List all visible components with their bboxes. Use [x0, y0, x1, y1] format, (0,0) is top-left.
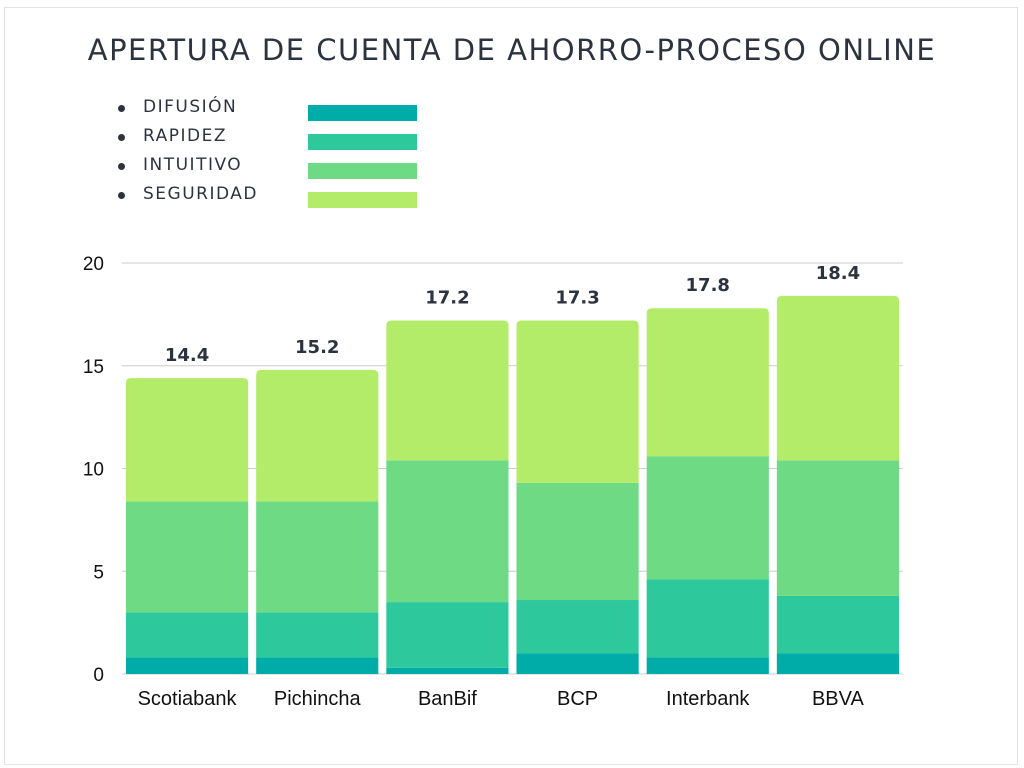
- bar-segment: [126, 657, 249, 674]
- legend-swatch: [308, 134, 417, 150]
- y-tick-label: 5: [93, 562, 104, 583]
- bar-segment: [386, 667, 509, 674]
- bar-segment: [516, 320, 639, 483]
- x-category-label: BanBif: [418, 688, 477, 710]
- bar-segment: [516, 482, 639, 601]
- y-tick-label: 10: [83, 460, 104, 481]
- legend-item-difusion: DIFUSIÓN: [118, 95, 428, 124]
- legend-swatch: [308, 192, 417, 208]
- bullet-icon: [118, 134, 125, 141]
- x-category-label: BBVA: [812, 688, 865, 710]
- bar-segment: [386, 602, 509, 668]
- chart-title: APERTURA DE CUENTA DE AHORRO-PROCESO ONL…: [87, 33, 937, 67]
- legend-item-rapidez: RAPIDEZ: [118, 124, 428, 153]
- bar-segment: [256, 612, 379, 658]
- bar-segment: [516, 653, 639, 674]
- legend: DIFUSIÓN RAPIDEZ INTUITIVO SEGURIDAD: [118, 95, 428, 211]
- x-category-label: Pichincha: [274, 688, 362, 710]
- bar-segment: [646, 308, 769, 457]
- bullet-icon: [118, 163, 125, 170]
- legend-item-intuitivo: INTUITIVO: [118, 153, 428, 182]
- bar-segment: [256, 369, 379, 502]
- bar-segment: [776, 595, 899, 654]
- bar-segment: [776, 460, 899, 596]
- bar-segment: [516, 600, 639, 654]
- bar-segment: [646, 579, 769, 658]
- y-tick-label: 20: [83, 254, 104, 275]
- legend-label: DIFUSIÓN: [143, 97, 238, 117]
- bullet-icon: [118, 192, 125, 199]
- bullet-icon: [118, 105, 125, 112]
- bar-total-label: 18.4: [816, 263, 860, 284]
- bar-total-label: 17.3: [555, 288, 599, 309]
- bar-segment: [386, 460, 509, 603]
- bar-segment: [646, 456, 769, 580]
- y-tick-label: 15: [83, 357, 104, 378]
- legend-label: RAPIDEZ: [143, 126, 227, 146]
- legend-label: INTUITIVO: [143, 155, 243, 175]
- bar-segment: [126, 612, 249, 658]
- bar-total-label: 15.2: [295, 337, 339, 358]
- bar-segment: [126, 501, 249, 613]
- bar-segment: [256, 657, 379, 674]
- legend-item-seguridad: SEGURIDAD: [118, 182, 428, 211]
- bar-segment: [256, 501, 379, 613]
- bar-segment: [776, 653, 899, 674]
- y-tick-label: 0: [93, 665, 104, 686]
- bar-segment: [776, 295, 899, 461]
- bar-segment: [646, 657, 769, 674]
- bar-total-label: 17.2: [425, 288, 469, 309]
- x-category-label: Scotiabank: [138, 688, 238, 710]
- bar-total-label: 17.8: [686, 275, 730, 296]
- legend-label: SEGURIDAD: [143, 184, 258, 204]
- x-category-label: Interbank: [666, 688, 750, 710]
- legend-swatch: [308, 105, 417, 121]
- bar-total-label: 14.4: [165, 345, 209, 366]
- bar-segment: [126, 378, 249, 502]
- bar-segment: [386, 320, 509, 461]
- x-category-label: BCP: [557, 688, 598, 710]
- legend-swatch: [308, 163, 417, 179]
